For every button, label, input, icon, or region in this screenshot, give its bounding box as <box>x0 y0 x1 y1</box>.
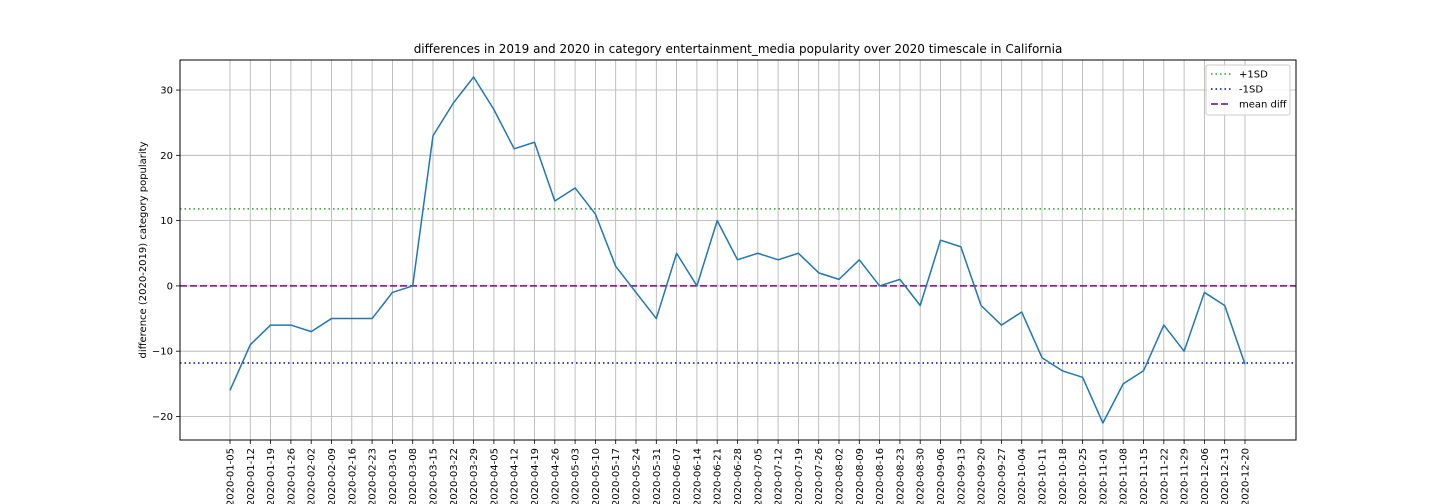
x-tick-label: 2020-05-03 <box>571 448 582 504</box>
x-tick-label: 2020-09-13 <box>956 448 967 504</box>
legend-label: +1SD <box>1239 70 1268 81</box>
x-tick-label: 2020-11-01 <box>1098 448 1109 504</box>
x-tick-label: 2020-10-25 <box>1078 448 1089 504</box>
x-tick-label: 2020-05-31 <box>652 448 663 504</box>
grid <box>180 60 1296 440</box>
x-tick-label: 2020-08-09 <box>855 448 866 504</box>
x-tick-label: 2020-03-29 <box>469 448 480 504</box>
x-tick-label: 2020-04-12 <box>510 448 521 504</box>
series-line <box>229 76 1246 424</box>
y-tick-label: 20 <box>160 151 173 162</box>
x-tick-label: 2020-08-16 <box>875 448 886 504</box>
legend-label: -1SD <box>1239 85 1263 96</box>
x-tick-label: 2020-02-16 <box>347 448 358 504</box>
x-tick-label: 2020-06-14 <box>692 448 703 504</box>
x-tick-label: 2020-07-19 <box>794 448 805 504</box>
x-tick-label: 2020-07-26 <box>814 448 825 504</box>
x-tick-label: 2020-03-01 <box>388 448 399 504</box>
y-axis-label: difference (2020-2019) category populari… <box>138 141 149 358</box>
x-tick-label: 2020-09-06 <box>936 448 947 504</box>
x-tick-label: 2020-02-09 <box>327 448 338 504</box>
x-tick-label: 2020-10-04 <box>1017 448 1028 504</box>
x-tick-label: 2020-01-19 <box>266 448 277 504</box>
x-tick-label: 2020-11-29 <box>1180 448 1191 504</box>
x-tick-label: 2020-10-11 <box>1038 448 1049 504</box>
chart-title: differences in 2019 and 2020 in category… <box>414 42 1063 56</box>
y-tick-label: 0 <box>167 281 173 292</box>
x-tick-label: 2020-08-23 <box>895 448 906 504</box>
x-axis: 2020-01-05 2020-01-12 2020-01-19 2020-01-26… <box>226 440 1252 504</box>
x-tick-label: 2020-06-07 <box>672 448 683 504</box>
x-tick-label: 2020-10-18 <box>1058 448 1069 504</box>
x-tick-label: 2020-06-28 <box>733 448 744 504</box>
x-tick-label: 2020-12-20 <box>1241 448 1252 504</box>
x-tick-label: 2020-11-22 <box>1159 448 1170 504</box>
x-tick-label: 2020-07-05 <box>753 448 764 504</box>
x-tick-label: 2020-01-05 <box>226 448 237 504</box>
x-tick-label: 2020-12-06 <box>1200 448 1211 504</box>
x-tick-label: 2020-09-27 <box>997 448 1008 504</box>
x-tick-label: 2020-05-17 <box>611 448 622 504</box>
y-tick-label: 30 <box>160 86 173 97</box>
x-tick-label: 2020-05-24 <box>632 448 643 504</box>
legend: +1SD -1SD mean diff <box>1205 64 1291 116</box>
x-tick-label: 2020-11-15 <box>1139 448 1150 504</box>
plot-frame <box>179 59 1297 441</box>
x-tick-label: 2020-08-02 <box>835 448 846 504</box>
y-axis: −20 −10 0 10 20 30 <box>152 86 180 423</box>
x-tick-label: 2020-03-22 <box>449 448 460 504</box>
x-tick-label: 2020-01-12 <box>246 448 257 504</box>
y-tick-label: 10 <box>160 216 173 227</box>
x-tick-label: 2020-12-13 <box>1220 448 1231 504</box>
x-tick-label: 2020-02-23 <box>368 448 379 504</box>
series-layer <box>229 76 1246 424</box>
x-tick-label: 2020-04-26 <box>550 448 561 504</box>
y-tick-label: −10 <box>152 347 173 358</box>
x-tick-label: 2020-03-08 <box>408 448 419 504</box>
reference-lines <box>180 208 1296 364</box>
legend-label: mean diff <box>1239 100 1288 111</box>
x-tick-label: 2020-02-02 <box>307 448 318 504</box>
x-tick-label: 2020-06-21 <box>713 448 724 504</box>
x-tick-label: 2020-09-20 <box>977 448 988 504</box>
x-tick-label: 2020-03-15 <box>429 448 440 504</box>
x-tick-label: 2020-11-08 <box>1119 448 1130 504</box>
x-tick-label: 2020-07-12 <box>774 448 785 504</box>
x-tick-label: 2020-08-30 <box>916 448 927 504</box>
x-tick-label: 2020-04-05 <box>489 448 500 504</box>
x-tick-label: 2020-04-19 <box>530 448 541 504</box>
x-tick-label: 2020-05-10 <box>591 448 602 504</box>
legend-box <box>1205 64 1291 116</box>
y-tick-label: −20 <box>152 412 173 423</box>
x-tick-label: 2020-01-26 <box>286 448 297 504</box>
